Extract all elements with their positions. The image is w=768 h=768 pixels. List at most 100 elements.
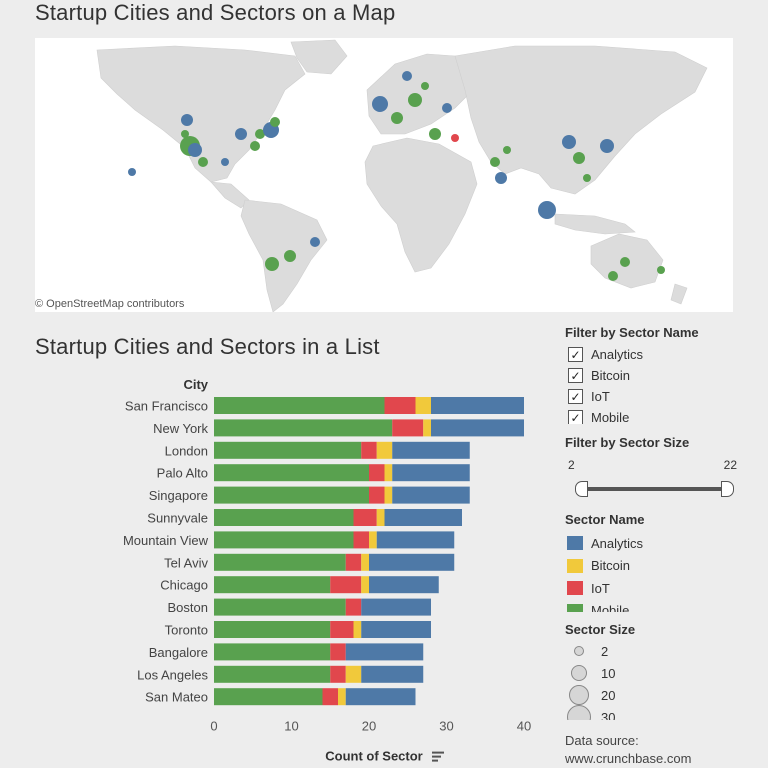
checkbox[interactable]: ✓ xyxy=(568,410,583,424)
legend-item-analytics[interactable]: Analytics xyxy=(567,532,747,555)
bar-segment[interactable] xyxy=(392,464,470,482)
bar-segment[interactable] xyxy=(214,688,323,706)
map-city-markers[interactable] xyxy=(128,71,665,281)
bar-segment[interactable] xyxy=(369,531,377,549)
bar-segment[interactable] xyxy=(322,688,339,706)
checkbox[interactable]: ✓ xyxy=(568,389,583,404)
bar-segment[interactable] xyxy=(376,531,455,549)
bar-segment[interactable] xyxy=(214,464,369,482)
bar-segment[interactable] xyxy=(214,621,331,638)
bar-segment[interactable] xyxy=(330,576,362,594)
bar-segment[interactable] xyxy=(361,598,431,616)
bar-segment[interactable] xyxy=(214,665,331,683)
map-marker-melbourne[interactable] xyxy=(608,271,618,281)
map-marker-dubai[interactable] xyxy=(451,134,459,142)
bar-segment[interactable] xyxy=(214,441,362,459)
bar-segment[interactable] xyxy=(369,486,385,504)
map-marker-singapore[interactable] xyxy=(538,201,556,219)
map-marker-toronto[interactable] xyxy=(255,129,265,139)
bar-segment[interactable] xyxy=(423,419,431,437)
map-marker-auckland[interactable] xyxy=(657,266,665,274)
bar-segment[interactable] xyxy=(345,643,424,661)
map-marker-santiago[interactable] xyxy=(284,250,296,262)
bar-segment[interactable] xyxy=(214,486,369,504)
map-marker-seattle[interactable] xyxy=(181,114,193,126)
map-marker-portland[interactable] xyxy=(181,130,189,138)
bar-segment[interactable] xyxy=(214,598,346,616)
map-marker-boston[interactable] xyxy=(270,117,280,127)
legend-item-iot[interactable]: IoT xyxy=(567,577,747,600)
map-marker-moscow[interactable] xyxy=(442,103,452,113)
map-marker-sydney[interactable] xyxy=(620,257,630,267)
size-legend-item[interactable]: 30 xyxy=(567,705,747,720)
map-marker-atlanta[interactable] xyxy=(250,141,260,151)
map-marker-paris[interactable] xyxy=(391,112,403,124)
sector-size-slider[interactable]: 2 22 xyxy=(565,457,740,497)
map-marker-shanghai[interactable] xyxy=(573,152,585,164)
bar-segment[interactable] xyxy=(214,643,331,661)
bar-segment[interactable] xyxy=(361,441,377,459)
map-marker-buenos-aires[interactable] xyxy=(265,257,279,271)
map-marker-mumbai[interactable] xyxy=(490,157,500,167)
slider-max-handle[interactable] xyxy=(721,481,734,497)
bar-segment[interactable] xyxy=(369,464,385,482)
bar-segment[interactable] xyxy=(353,531,370,549)
map-marker-honolulu[interactable] xyxy=(128,168,136,176)
bar-segment[interactable] xyxy=(214,397,385,414)
bar-segment[interactable] xyxy=(384,509,463,526)
map-marker-chicago[interactable] xyxy=(235,128,247,140)
map-marker-hong-kong[interactable] xyxy=(583,174,591,182)
bar-segment[interactable] xyxy=(330,643,346,661)
map-marker-palo-alto[interactable] xyxy=(188,143,202,157)
bar-segment[interactable] xyxy=(384,486,393,504)
filter-option-iot[interactable]: ✓ IoT xyxy=(568,386,748,407)
filter-option-bitcoin[interactable]: ✓ Bitcoin xyxy=(568,365,748,386)
checkbox[interactable]: ✓ xyxy=(568,368,583,383)
bar-segment[interactable] xyxy=(392,441,470,459)
size-legend-item[interactable]: 2 xyxy=(567,640,747,662)
map-marker-tokyo[interactable] xyxy=(600,139,614,153)
bar-segment[interactable] xyxy=(392,486,470,504)
map-attribution[interactable]: © OpenStreetMap contributors xyxy=(35,298,185,310)
bar-segment[interactable] xyxy=(369,576,439,594)
bar-segment[interactable] xyxy=(361,665,424,683)
map-marker-berlin[interactable] xyxy=(408,93,422,107)
bar-segment[interactable] xyxy=(214,531,354,549)
bar-segment[interactable] xyxy=(345,688,416,706)
bar-segment[interactable] xyxy=(345,553,362,571)
map-marker-beijing[interactable] xyxy=(562,135,576,149)
bar-segment[interactable] xyxy=(214,419,393,437)
bar-segment[interactable] xyxy=(376,441,393,459)
bar-segment[interactable] xyxy=(330,621,354,638)
bar-segment[interactable] xyxy=(431,419,524,437)
legend-item-bitcoin[interactable]: Bitcoin xyxy=(567,555,747,578)
filter-option-analytics[interactable]: ✓ Analytics xyxy=(568,344,748,365)
bar-segment[interactable] xyxy=(353,621,362,638)
sector-name-legend[interactable]: Analytics Bitcoin IoT Mobile xyxy=(567,532,747,612)
bar-segment[interactable] xyxy=(345,665,362,683)
map-marker-delhi[interactable] xyxy=(503,146,511,154)
map-marker-london[interactable] xyxy=(372,96,388,112)
map-marker-tel-aviv[interactable] xyxy=(429,128,441,140)
sector-name-filter-list[interactable]: ✓ Analytics ✓ Bitcoin ✓ IoT ✓ Mobile xyxy=(568,344,748,424)
bar-segment[interactable] xyxy=(384,464,393,482)
data-source-url[interactable]: www.crunchbase.com xyxy=(565,751,692,766)
bar-segment[interactable] xyxy=(361,576,369,594)
bar-segment[interactable] xyxy=(330,665,346,683)
filter-option-mobile[interactable]: ✓ Mobile xyxy=(568,407,748,424)
size-legend-item[interactable]: 20 xyxy=(567,684,747,706)
bar-segment[interactable] xyxy=(376,509,385,526)
bar-segment[interactable] xyxy=(214,553,346,571)
bar-segment[interactable] xyxy=(369,553,455,571)
bar-segment[interactable] xyxy=(338,688,346,706)
map-marker-helsinki[interactable] xyxy=(421,82,429,90)
bar-segment[interactable] xyxy=(361,553,369,571)
map-marker-austin[interactable] xyxy=(221,158,229,166)
map-marker-sao-paulo[interactable] xyxy=(310,237,320,247)
sort-icon[interactable] xyxy=(432,751,444,762)
slider-track[interactable] xyxy=(581,487,727,491)
legend-item-mobile[interactable]: Mobile xyxy=(567,600,747,612)
bar-segment[interactable] xyxy=(214,576,331,594)
sector-size-legend[interactable]: 2 10 20 30 xyxy=(567,640,747,720)
map-marker-bangalore[interactable] xyxy=(495,172,507,184)
